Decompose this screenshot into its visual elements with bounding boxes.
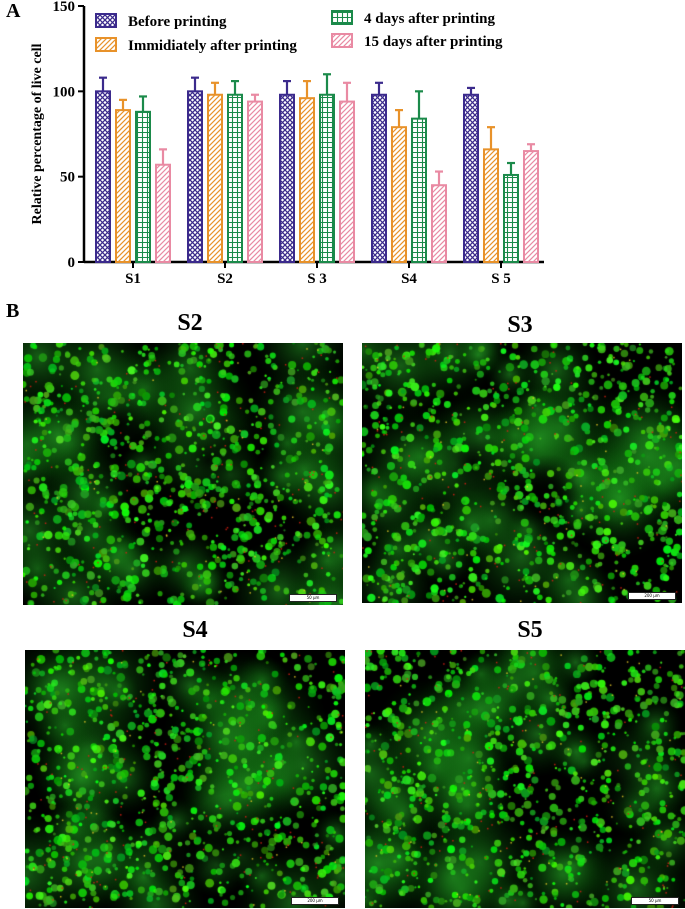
legend-swatch — [95, 37, 117, 52]
legend-entry: Immidiately after printing — [128, 38, 297, 54]
bar — [431, 184, 447, 263]
bar — [135, 110, 151, 263]
scale-bar: 50 μm — [289, 594, 337, 602]
legend-entry: 15 days after printing — [364, 34, 503, 50]
micrograph-s3-image — [362, 343, 682, 603]
bar — [227, 93, 243, 263]
scale-bar-label: 200 μm — [644, 593, 660, 598]
scale-bar: 200 μm — [628, 592, 676, 600]
scale-bar-label: 50 μm — [648, 898, 662, 903]
bar — [279, 93, 295, 263]
y-tick-label: 0 — [68, 255, 76, 271]
y-axis-label: Relative percentage of live cell — [30, 43, 45, 224]
scale-bar-label: 50 μm — [306, 595, 320, 600]
bar — [95, 90, 111, 264]
bar — [463, 93, 479, 263]
legend-swatch — [95, 13, 117, 28]
micrograph-s5: 50 μm — [365, 650, 685, 908]
bar — [155, 163, 171, 263]
x-tick-label: S 3 — [307, 271, 327, 287]
y-tick-label: 50 — [60, 170, 75, 186]
bar — [339, 100, 355, 263]
bar — [115, 109, 131, 263]
bar — [207, 93, 223, 263]
bar — [391, 126, 407, 263]
bar — [503, 173, 519, 264]
bar — [523, 150, 539, 263]
micrograph-s3: 200 μm — [362, 343, 682, 603]
micrograph-title-s2: S2 — [177, 310, 203, 336]
micrograph-s5-image — [365, 650, 685, 908]
scale-bar: 200 μm — [291, 897, 339, 905]
bar — [187, 90, 203, 264]
panel-a-label: A — [6, 0, 21, 22]
micrograph-s2: 50 μm — [23, 343, 343, 605]
micrograph-s2-image — [23, 343, 343, 605]
micrograph-title-s4: S4 — [182, 617, 208, 643]
y-tick-label: 150 — [53, 0, 76, 15]
x-tick-label: S1 — [125, 271, 141, 287]
bar — [371, 93, 387, 263]
micrograph-title-s5: S5 — [517, 617, 543, 643]
bar — [247, 100, 263, 263]
panel-b-label: B — [6, 300, 20, 322]
y-tick-label: 100 — [53, 84, 76, 100]
micrograph-s4-image — [25, 650, 345, 908]
legend-swatch — [331, 10, 353, 25]
x-tick-label: S 5 — [491, 271, 511, 287]
bar — [411, 117, 427, 263]
bar — [299, 97, 315, 263]
bar-chart: 0 50 100 150 Relative percentage of live cel… — [30, 0, 544, 287]
micrograph-s4: 200 μm — [25, 650, 345, 908]
x-tick-label: S4 — [401, 271, 417, 287]
x-tick-label: S2 — [217, 271, 233, 287]
bar — [319, 93, 335, 263]
legend-entry: 4 days after printing — [364, 11, 495, 27]
legend-entry: Before printing — [128, 14, 227, 30]
bar — [483, 148, 499, 263]
micrograph-title-s3: S3 — [507, 312, 533, 338]
scale-bar-label: 200 μm — [307, 898, 323, 903]
legend-swatch — [331, 33, 353, 48]
scale-bar: 50 μm — [631, 897, 679, 905]
